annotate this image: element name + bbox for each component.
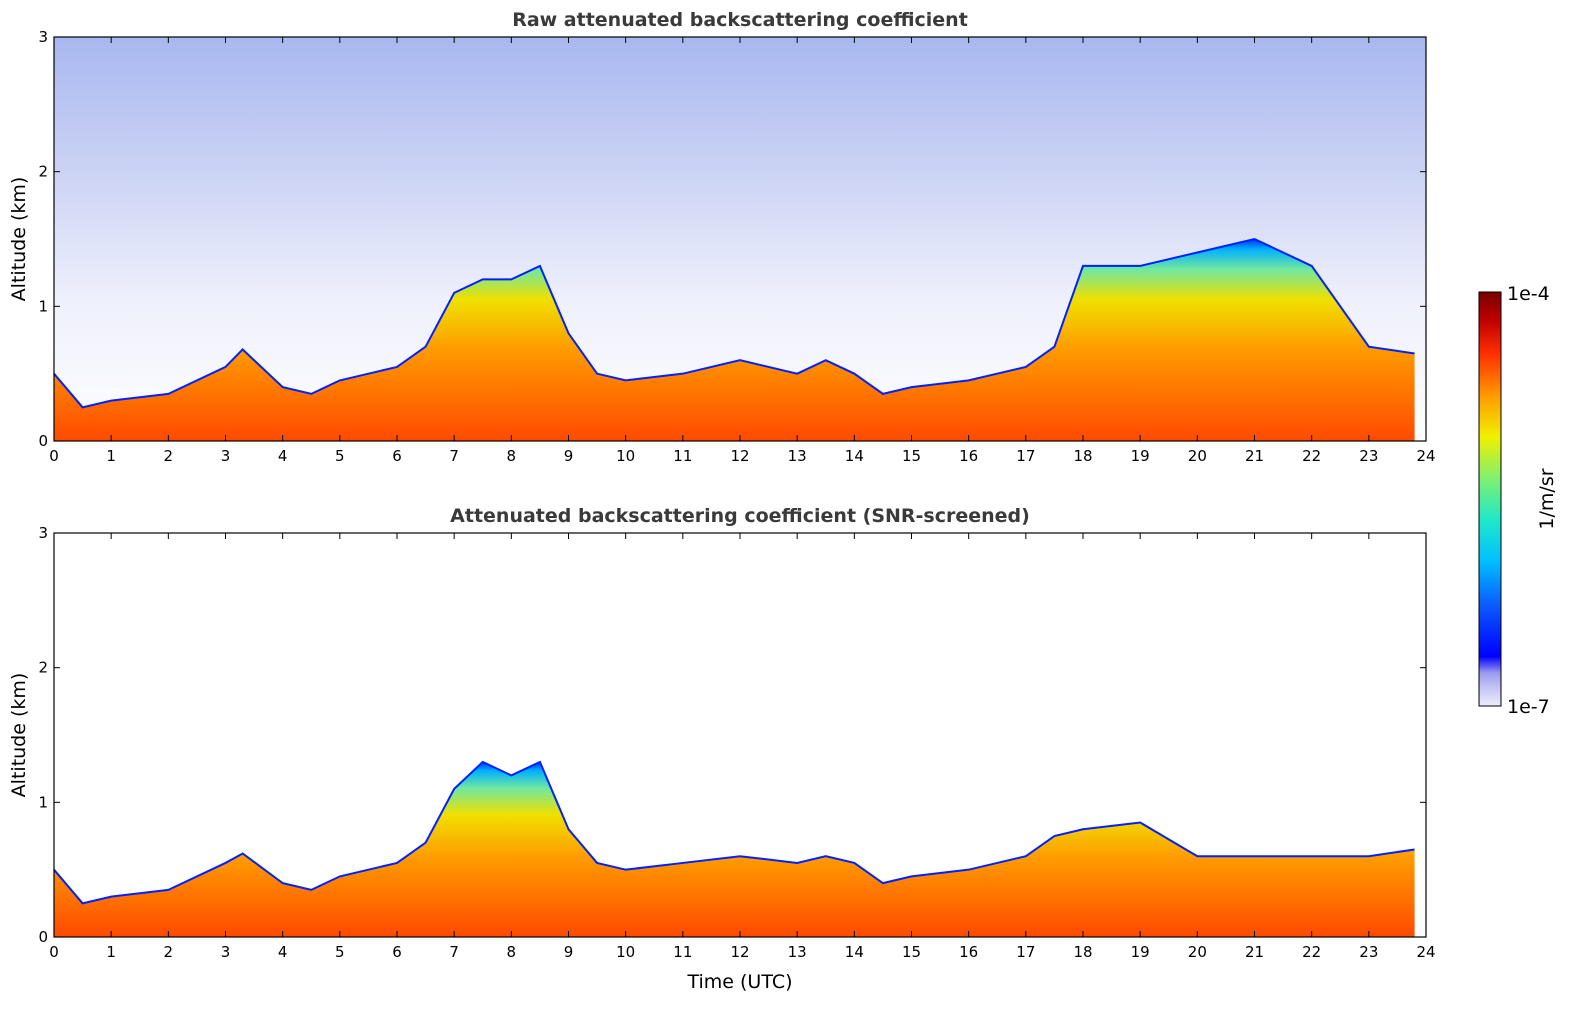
x-tick-label: 6 [392,447,402,465]
x-tick-label: 8 [507,447,517,465]
x-tick-label: 22 [1302,447,1321,465]
x-tick-label: 3 [221,447,231,465]
y-tick-label: 0 [38,432,48,450]
x-tick-label: 16 [959,943,978,961]
x-tick-label: 9 [564,943,574,961]
x-tick-label: 18 [1073,943,1092,961]
x-tick-label: 12 [730,943,749,961]
x-tick-label: 20 [1188,447,1207,465]
x-tick-label: 2 [164,943,174,961]
chart-title: Raw attenuated backscattering coefficien… [512,9,968,31]
x-tick-label: 19 [1131,943,1150,961]
x-tick-label: 9 [564,447,574,465]
boundary-layer-area [54,761,1415,937]
colorbar-gradient [1478,291,1502,707]
data-marks [53,760,1415,937]
x-tick-label: 10 [616,447,635,465]
x-tick-label: 14 [845,943,864,961]
colorbar-unit-label: 1/m/sr [1536,468,1558,529]
x-tick-label: 3 [221,943,231,961]
x-tick-label: 6 [392,943,402,961]
x-tick-label: 23 [1359,447,1378,465]
x-tick-label: 11 [673,447,692,465]
x-tick-label: 8 [507,943,517,961]
x-tick-label: 21 [1245,447,1264,465]
x-axis: 0 1 2 3 4 5 6 7 8 9 10 11 12 13 14 15 16 17 18 19 20 21 22 23 24 [49,37,1436,465]
boundary-layer-top-line [53,760,1415,905]
x-tick-label: 5 [335,943,345,961]
y-axis-label: Altitude (km) [8,673,30,798]
boundary-layer-area [54,239,1415,441]
x-tick-label: 16 [959,447,978,465]
x-tick-label: 4 [278,447,288,465]
y-axis-label: Altitude (km) [8,177,30,302]
y-tick-label: 2 [38,163,48,181]
x-tick-label: 1 [106,447,116,465]
x-tick-label: 17 [1016,447,1035,465]
boundary-layer-top-line [53,237,1415,409]
x-tick-label: 12 [730,447,749,465]
colorbar-max-label: 1e-4 [1507,283,1550,305]
x-tick-label: 2 [164,447,174,465]
x-tick-label: 24 [1416,447,1435,465]
x-tick-label: 15 [902,943,921,961]
x-tick-label: 1 [106,943,116,961]
y-tick-label: 2 [38,659,48,677]
colorbar-min-label: 1e-7 [1507,696,1550,718]
x-tick-label: 5 [335,447,345,465]
x-tick-label: 0 [49,943,59,961]
snr-screened-panel: Attenuated backscattering coefficient (S… [8,505,1436,993]
x-tick-label: 11 [673,943,692,961]
y-tick-label: 1 [38,297,48,315]
x-tick-label: 19 [1131,447,1150,465]
y-tick-label: 3 [38,524,48,542]
data-marks [53,237,1415,441]
x-tick-label: 7 [449,943,459,961]
x-tick-label: 10 [616,943,635,961]
raw-backscatter-panel: Raw attenuated backscattering coefficien… [8,9,1436,465]
x-tick-label: 18 [1073,447,1092,465]
y-tick-label: 0 [38,928,48,946]
x-tick-label: 20 [1188,943,1207,961]
x-tick-label: 17 [1016,943,1035,961]
x-tick-label: 13 [788,943,807,961]
x-tick-label: 4 [278,943,288,961]
x-tick-label: 14 [845,447,864,465]
y-tick-label: 3 [38,28,48,46]
y-tick-label: 1 [38,793,48,811]
x-tick-label: 21 [1245,943,1264,961]
colorbar: 1e-4 1e-7 1/m/sr [1478,283,1558,718]
x-axis: 0 1 2 3 4 5 6 7 8 9 10 11 12 13 14 15 16 17 18 19 20 21 22 23 24 [49,533,1436,961]
y-axis: 0 1 2 3 [38,524,1426,946]
x-tick-label: 15 [902,447,921,465]
x-tick-label: 13 [788,447,807,465]
x-tick-label: 7 [449,447,459,465]
x-axis-label: Time (UTC) [686,971,792,993]
x-tick-label: 22 [1302,943,1321,961]
y-axis: 0 1 2 3 [38,28,1426,450]
x-tick-label: 23 [1359,943,1378,961]
x-tick-label: 24 [1416,943,1435,961]
x-tick-label: 0 [49,447,59,465]
chart-title: Attenuated backscattering coefficient (S… [450,505,1030,527]
